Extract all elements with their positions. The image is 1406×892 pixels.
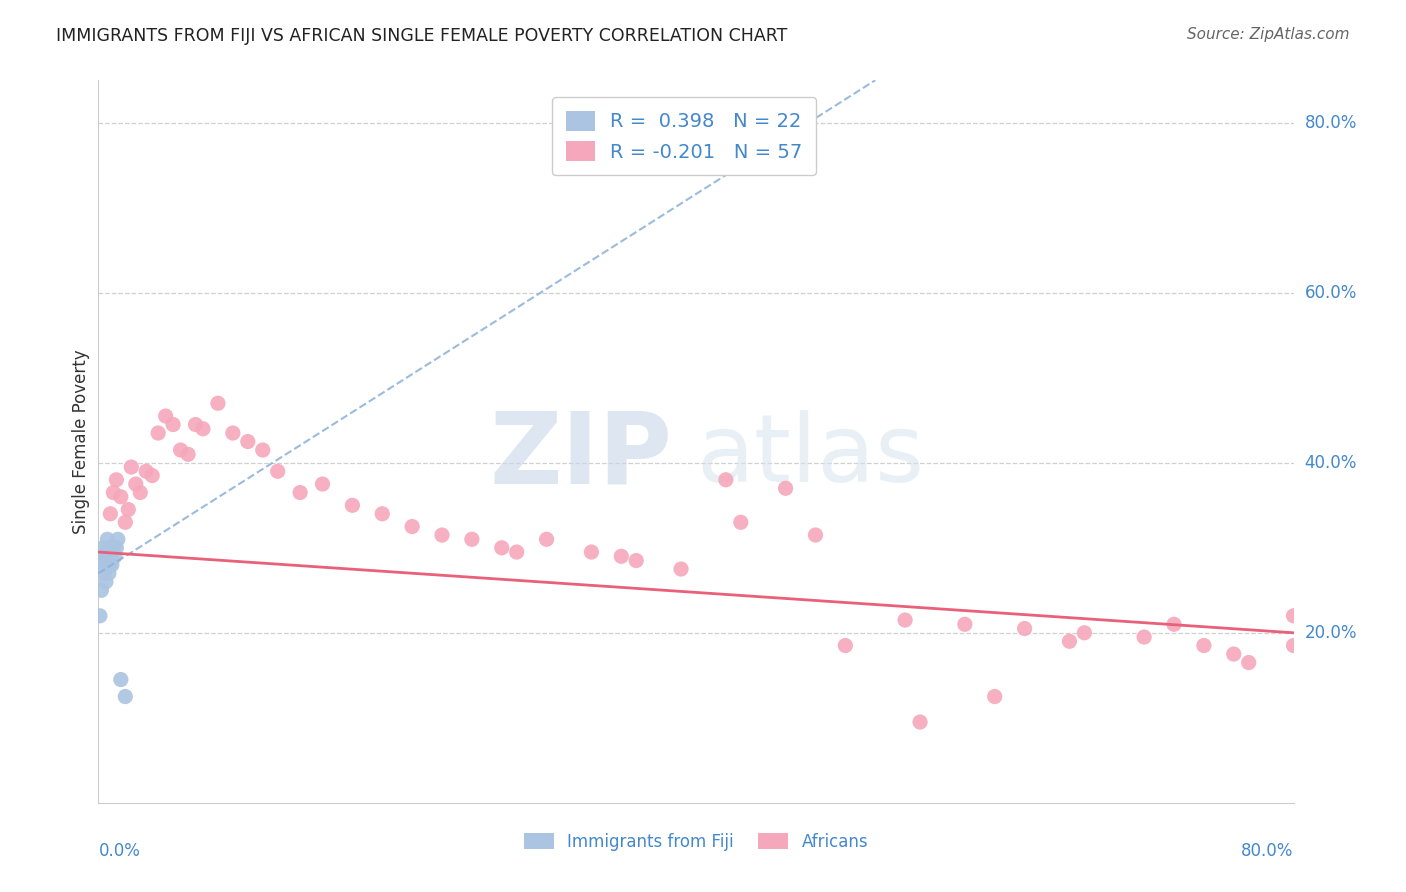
Point: [104, 549, 127, 564]
Point: [135, 464, 157, 478]
Point: [430, 528, 453, 542]
Point: [288, 485, 311, 500]
Text: IMMIGRANTS FROM FIJI VS AFRICAN SINGLE FEMALE POVERTY CORRELATION CHART: IMMIGRANTS FROM FIJI VS AFRICAN SINGLE F…: [56, 27, 787, 45]
Point: [1223, 647, 1246, 661]
Point: [93, 566, 115, 581]
Point: [148, 425, 170, 440]
Text: 60.0%: 60.0%: [1305, 284, 1357, 301]
Point: [267, 464, 290, 478]
Point: [177, 447, 200, 461]
Point: [311, 477, 333, 491]
Point: [252, 443, 274, 458]
Point: [101, 541, 124, 555]
Point: [103, 541, 125, 555]
Text: ZIP: ZIP: [489, 408, 672, 505]
Y-axis label: Single Female Poverty: Single Female Poverty: [72, 350, 90, 533]
Text: 0.0%: 0.0%: [98, 842, 141, 860]
Point: [953, 617, 976, 632]
Point: [162, 417, 184, 432]
Point: [105, 473, 128, 487]
Point: [730, 516, 752, 530]
Point: [114, 690, 136, 704]
Point: [491, 541, 513, 555]
Point: [103, 485, 125, 500]
Point: [117, 502, 139, 516]
Point: [775, 481, 797, 495]
Point: [342, 498, 364, 512]
Point: [169, 443, 191, 458]
Point: [91, 558, 114, 572]
Point: [207, 396, 229, 410]
Point: [91, 541, 114, 555]
Point: [98, 549, 122, 564]
Point: [114, 516, 136, 530]
Point: [506, 545, 529, 559]
Point: [155, 409, 177, 423]
Point: [93, 549, 115, 564]
Point: [110, 673, 132, 687]
Point: [97, 566, 120, 581]
Point: [98, 507, 122, 521]
Point: [222, 425, 245, 440]
Point: [191, 422, 214, 436]
Point: [184, 417, 207, 432]
Point: [894, 613, 917, 627]
Text: 80.0%: 80.0%: [1241, 842, 1294, 860]
Point: [90, 583, 112, 598]
Point: [908, 714, 931, 729]
Point: [1059, 634, 1081, 648]
Point: [1133, 630, 1156, 644]
Point: [984, 690, 1007, 704]
Point: [89, 608, 111, 623]
Point: [105, 541, 128, 555]
Point: [1282, 608, 1305, 623]
Text: 40.0%: 40.0%: [1305, 454, 1357, 472]
Point: [1014, 622, 1036, 636]
Point: [1237, 656, 1260, 670]
Point: [94, 574, 117, 589]
Point: [236, 434, 259, 449]
Point: [669, 562, 692, 576]
Text: Source: ZipAtlas.com: Source: ZipAtlas.com: [1187, 27, 1350, 42]
Point: [1192, 639, 1215, 653]
Point: [98, 558, 122, 572]
Text: 20.0%: 20.0%: [1305, 624, 1357, 642]
Text: atlas: atlas: [696, 410, 924, 502]
Point: [1163, 617, 1185, 632]
Point: [129, 485, 152, 500]
Point: [834, 639, 856, 653]
Point: [401, 519, 423, 533]
Point: [626, 553, 648, 567]
Point: [371, 507, 394, 521]
Point: [94, 558, 117, 572]
Point: [110, 490, 132, 504]
Point: [141, 468, 163, 483]
Point: [536, 533, 558, 547]
Point: [1282, 639, 1305, 653]
Point: [1073, 625, 1095, 640]
Point: [107, 533, 129, 547]
Point: [120, 460, 142, 475]
Point: [581, 545, 603, 559]
Point: [97, 541, 120, 555]
Point: [96, 533, 118, 547]
Legend: Immigrants from Fiji, Africans: Immigrants from Fiji, Africans: [515, 825, 877, 860]
Point: [125, 477, 148, 491]
Point: [101, 558, 124, 572]
Point: [804, 528, 827, 542]
Point: [96, 549, 118, 564]
Point: [461, 533, 484, 547]
Point: [714, 473, 737, 487]
Point: [610, 549, 633, 564]
Text: 80.0%: 80.0%: [1305, 114, 1357, 132]
Point: [94, 549, 117, 564]
